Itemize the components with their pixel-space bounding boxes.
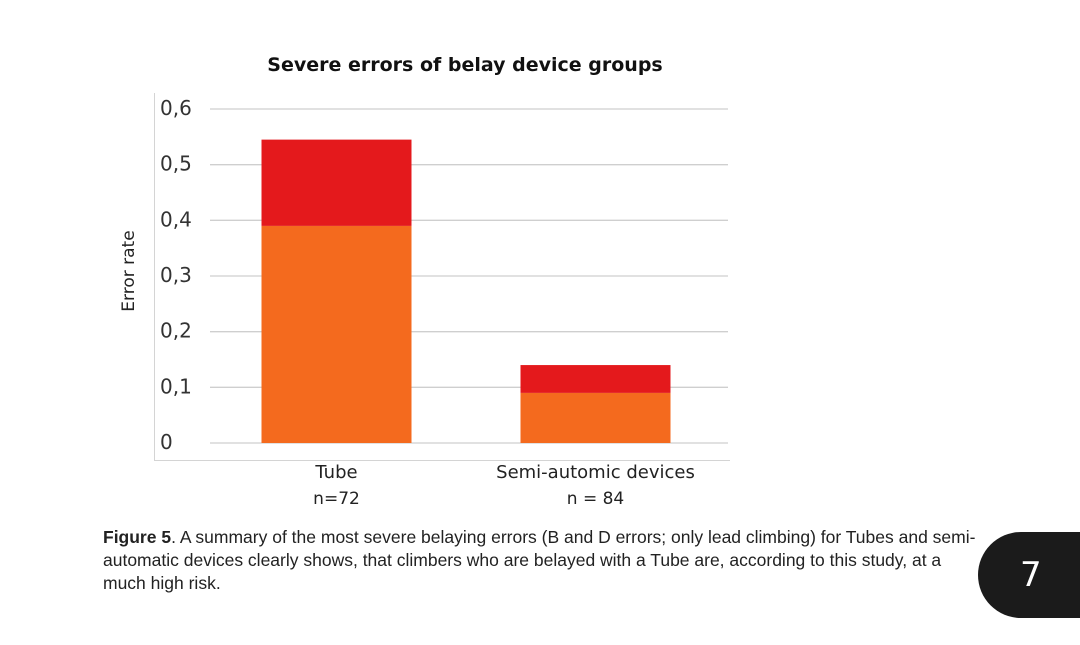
category-sublabel: n = 84	[567, 489, 624, 509]
caption-label: Figure 5	[103, 527, 172, 547]
page-number: 7	[1020, 555, 1042, 595]
y-tick-label: 0,5	[160, 152, 192, 176]
bar-segment	[520, 365, 671, 393]
y-tick-label: 0,1	[160, 374, 192, 398]
category-label: Tube	[314, 462, 357, 483]
caption-text: . A summary of the most severe belaying …	[103, 527, 976, 593]
category-labels: Tube n=72 Semi-automic devices n = 84	[313, 462, 695, 509]
category-sublabel: n=72	[313, 489, 360, 509]
category-label: Semi-automic devices	[496, 462, 695, 483]
y-tick-labels: 0 0,1 0,2 0,3 0,4 0,5 0,6	[160, 96, 192, 454]
y-tick-label: 0,3	[160, 263, 192, 287]
bar-segment	[261, 225, 412, 443]
chart-title: Severe errors of belay device groups	[267, 54, 662, 76]
y-tick-label: 0,6	[160, 96, 192, 120]
page-number-badge: 7	[978, 532, 1080, 618]
bar-segment	[261, 139, 412, 226]
bars	[261, 139, 671, 443]
y-tick-label: 0,2	[160, 319, 192, 343]
y-tick-label: 0,4	[160, 207, 192, 231]
y-tick-label: 0	[160, 430, 173, 454]
figure-caption: Figure 5. A summary of the most severe b…	[103, 526, 983, 595]
y-axis-label: Error rate	[119, 230, 139, 311]
bar-segment	[520, 392, 671, 443]
